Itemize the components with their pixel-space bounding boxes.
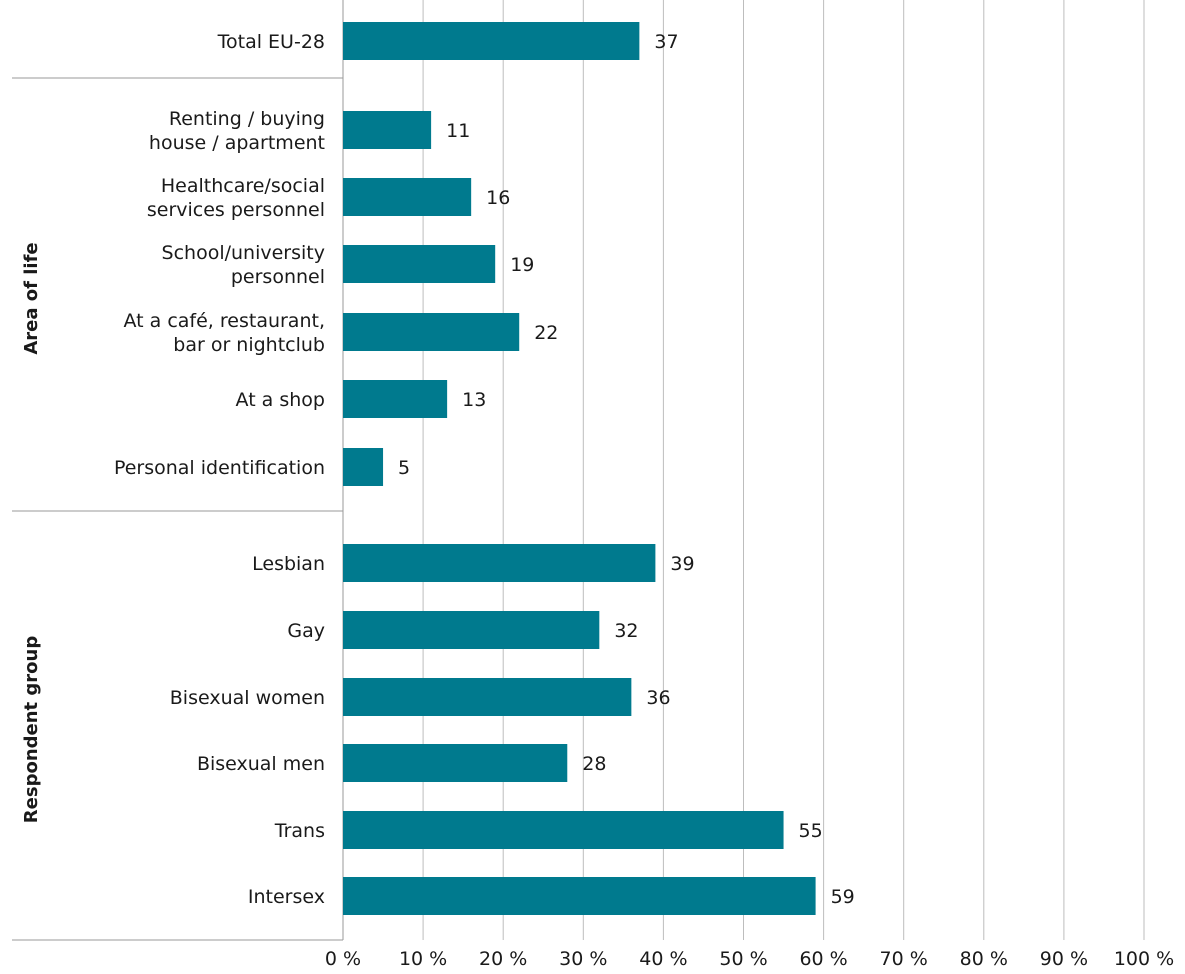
category-label-line: Lesbian [252, 553, 325, 575]
x-tick-label: 0 % [325, 948, 361, 970]
bar [343, 811, 784, 849]
category-label: Intersex [248, 886, 325, 908]
bar [343, 611, 600, 649]
x-tick-label: 10 % [399, 948, 447, 970]
category-label-line: Bisexual men [197, 753, 325, 775]
x-tick-label: 20 % [479, 948, 527, 970]
category-label-line: bar or nightclub [173, 334, 325, 356]
data-label: 19 [510, 254, 534, 276]
bar [343, 178, 472, 216]
x-tick-label: 80 % [960, 948, 1008, 970]
category-label-line: Total EU-28 [217, 31, 325, 53]
category-label-line: At a shop [236, 389, 325, 411]
category-label: Personal identification [114, 457, 325, 479]
category-label: Total EU-28 [217, 31, 325, 53]
bar [343, 448, 384, 486]
bar-group: Renting / buying house / apartment 11 Healt… [21, 108, 558, 486]
x-tick-label: 90 % [1040, 948, 1088, 970]
category-label-line: Gay [287, 620, 325, 642]
bar [343, 380, 448, 418]
gridlines [342, 0, 1145, 940]
data-label: 11 [446, 120, 470, 142]
data-label: 28 [582, 753, 606, 775]
x-tick-label: 60 % [799, 948, 847, 970]
x-tick-label: 30 % [559, 948, 607, 970]
data-label: 59 [831, 886, 855, 908]
x-tick-label: 50 % [719, 948, 767, 970]
data-label: 55 [799, 820, 823, 842]
category-label-line: Intersex [248, 886, 325, 908]
category-label: Healthcare/social services personnel [147, 175, 325, 221]
category-label: At a shop [236, 389, 325, 411]
bar [343, 744, 568, 782]
category-label-line: School/university [162, 242, 325, 264]
category-label-line: house / apartment [149, 132, 325, 154]
data-label: 16 [486, 187, 510, 209]
category-label-line: services personnel [147, 199, 325, 221]
bar [343, 22, 640, 60]
bar [343, 877, 816, 915]
data-label: 39 [670, 553, 694, 575]
x-axis-ticks: 0 % 10 % 20 % 30 % 40 % 50 % 60 % 70 % 80 % 90 % 1… [325, 948, 1174, 970]
group-label: Respondent group [21, 636, 42, 824]
data-label: 36 [646, 687, 670, 709]
bar [343, 111, 432, 149]
category-label: Trans [274, 820, 325, 842]
data-label: 32 [614, 620, 638, 642]
category-label: At a café, restaurant, bar or nightclub [124, 310, 326, 356]
category-label: Gay [287, 620, 325, 642]
x-tick-label: 100 % [1114, 948, 1174, 970]
bar-group: Lesbian 39 Gay 32 Bisexual women 36 Bisexual m… [21, 544, 855, 915]
category-label: Renting / buying house / apartment [149, 108, 325, 154]
category-label-line: personnel [231, 266, 325, 288]
bar [343, 678, 632, 716]
data-label: 22 [534, 322, 558, 344]
category-label: Bisexual women [170, 687, 325, 709]
category-label-line: Trans [274, 820, 325, 842]
data-label: 13 [462, 389, 486, 411]
category-label-line: Bisexual women [170, 687, 325, 709]
bar [343, 245, 496, 283]
category-label-line: Renting / buying [169, 108, 325, 130]
x-tick-label: 70 % [880, 948, 928, 970]
category-label-line: Personal identification [114, 457, 325, 479]
category-label: Lesbian [252, 553, 325, 575]
category-label: School/university personnel [162, 242, 325, 288]
x-tick-label: 40 % [639, 948, 687, 970]
bar [343, 544, 656, 582]
category-label: Bisexual men [197, 753, 325, 775]
data-label: 37 [654, 31, 678, 53]
group-label: Area of life [21, 242, 42, 354]
bar-group: Total EU-28 37 [217, 22, 679, 60]
category-label-line: Healthcare/social [161, 175, 325, 197]
data-label: 5 [398, 457, 410, 479]
category-label-line: At a café, restaurant, [124, 310, 326, 332]
bar [343, 313, 520, 351]
